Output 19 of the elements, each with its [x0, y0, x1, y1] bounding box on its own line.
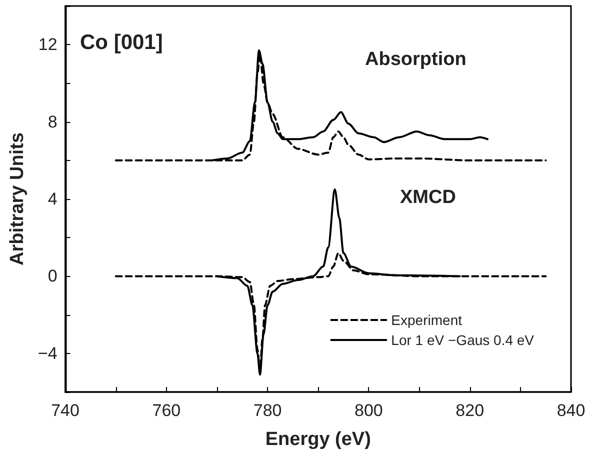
y-tick-label: 4 [48, 190, 58, 208]
x-tick-label: 760 [152, 401, 181, 420]
line-series [114, 53, 547, 162]
y-tick-label: −4 [38, 344, 58, 363]
x-tick-label: 800 [354, 401, 383, 420]
y-tick-label: 8 [48, 112, 58, 132]
y-axis-title: Arbitrary Units [7, 132, 28, 266]
annotation: Absorption [365, 49, 466, 70]
x-tick-label: 740 [51, 401, 80, 420]
annotation: XMCD [400, 187, 456, 208]
y-tick-label: 0 [48, 266, 58, 286]
y-tick-label: 12 [38, 35, 58, 54]
legend-label: Experiment [391, 312, 462, 328]
annotation: Co [001] [80, 31, 163, 54]
x-tick-label: 840 [556, 401, 586, 420]
x-axis-title: Energy (eV) [265, 429, 371, 450]
x-tick-label: 780 [253, 401, 282, 420]
x-tick-label: 820 [456, 401, 484, 420]
legend-label: Lor 1 eV −Gaus 0.4 eV [391, 332, 535, 348]
